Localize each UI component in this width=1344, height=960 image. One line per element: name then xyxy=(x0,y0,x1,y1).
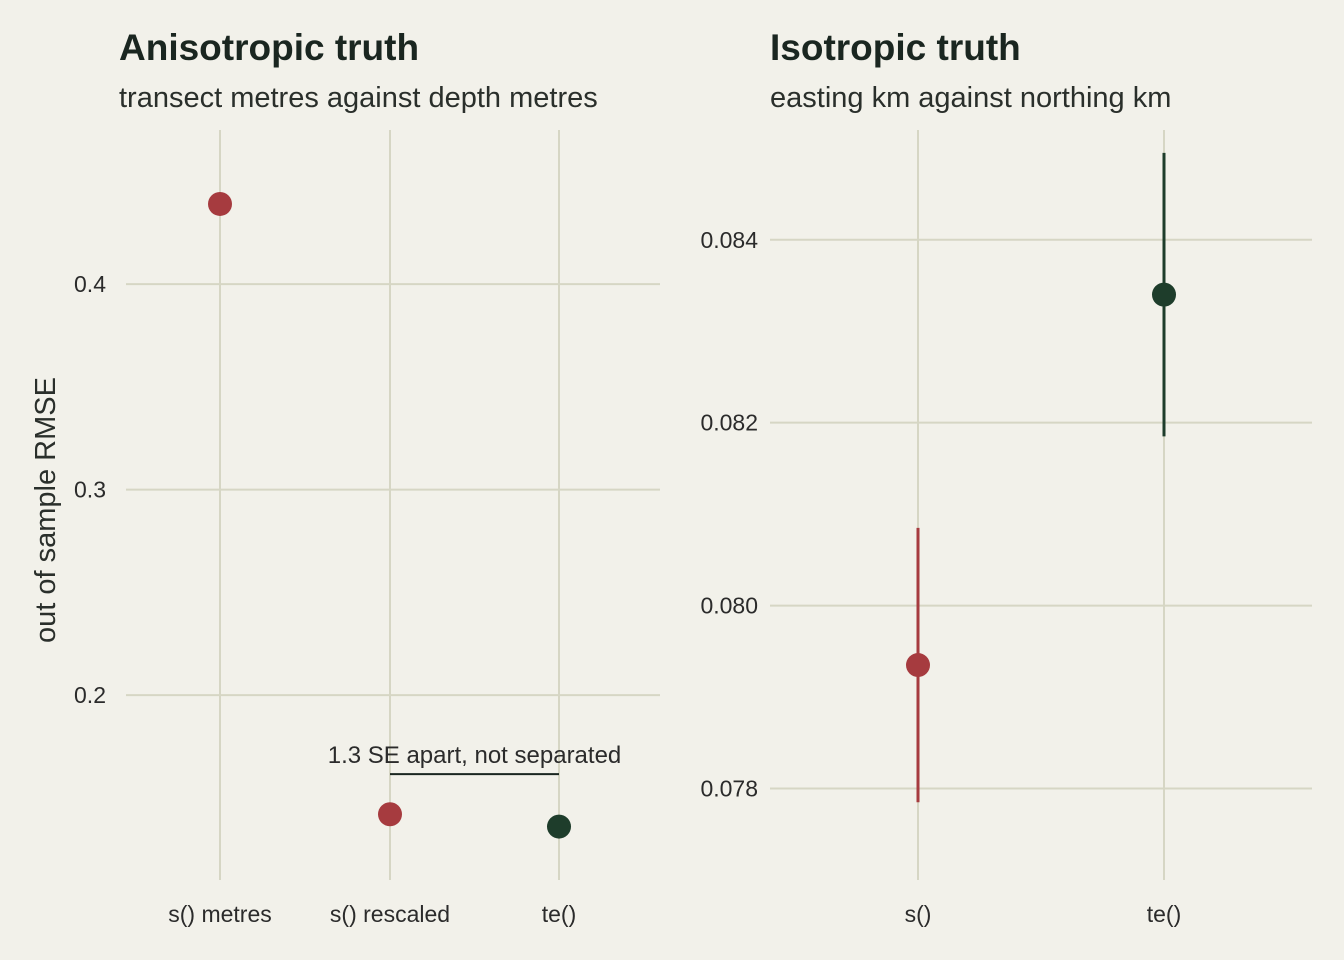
y-tick-label: 0.4 xyxy=(74,271,106,297)
panel-title: Isotropic truth xyxy=(770,27,1021,68)
data-point xyxy=(906,653,930,678)
y-tick-label: 0.078 xyxy=(700,776,758,802)
x-tick-label: s() metres xyxy=(168,901,272,927)
panel-subtitle: easting km against northing km xyxy=(770,82,1171,114)
panel-isotropic: Isotropic truth easting km against north… xyxy=(700,27,1312,927)
y-tick-label: 0.3 xyxy=(74,477,106,503)
data-point xyxy=(208,191,232,216)
data-point xyxy=(378,802,402,827)
y-tick-label: 0.080 xyxy=(700,593,758,619)
y-tick-label: 0.084 xyxy=(700,227,758,253)
plot-area-isotropic: 0.078 0.080 0.082 0.084 s() te() xyxy=(700,130,1312,927)
annotation-text: 1.3 SE apart, not separated xyxy=(328,742,622,769)
data-point xyxy=(1152,282,1176,307)
panel-anisotropic: Anisotropic truth transect metres agains… xyxy=(74,27,660,927)
x-tick-label: s() rescaled xyxy=(330,901,450,927)
plot-area-anisotropic: 0.2 0.3 0.4 s() metres s() rescaled te() 1.3 S… xyxy=(74,130,660,927)
y-tick-label: 0.2 xyxy=(74,682,106,708)
y-axis-label: out of sample RMSE xyxy=(30,377,62,643)
y-tick-label: 0.082 xyxy=(700,410,758,436)
panel-title: Anisotropic truth xyxy=(119,27,419,68)
x-tick-label: te() xyxy=(1147,901,1182,927)
data-point xyxy=(547,814,571,839)
x-tick-label: te() xyxy=(542,901,577,927)
panel-subtitle: transect metres against depth metres xyxy=(119,82,598,114)
x-tick-label: s() xyxy=(905,901,932,927)
